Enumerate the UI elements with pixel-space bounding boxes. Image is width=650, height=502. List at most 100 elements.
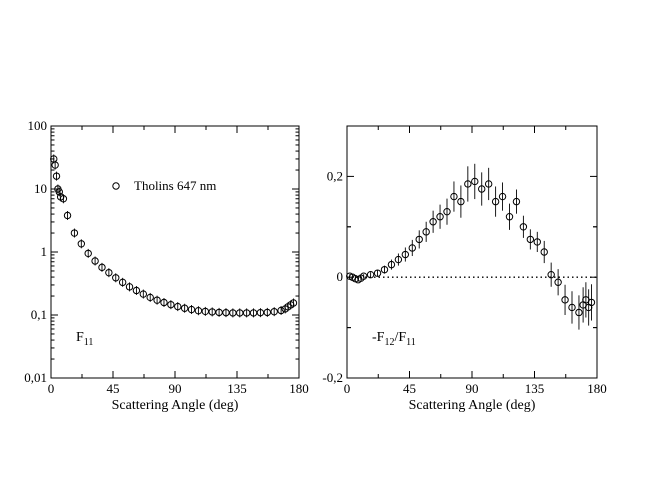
f12-f11-panel-label-sub1: 12 bbox=[384, 337, 394, 348]
f11-x-axis-label: Scattering Angle (deg) bbox=[112, 398, 239, 413]
f11-data-point bbox=[125, 283, 134, 291]
f11-data-point bbox=[160, 298, 168, 307]
f12-f11-data-point bbox=[478, 185, 486, 193]
f11-data-point bbox=[263, 308, 272, 317]
f12-f11-data-point bbox=[484, 180, 493, 188]
f11-data-point bbox=[146, 293, 154, 302]
f11-data-point bbox=[187, 305, 196, 314]
f11-data-point bbox=[289, 299, 298, 307]
f11-data-point bbox=[208, 308, 216, 316]
f12-f11-data-point bbox=[429, 218, 437, 226]
f12-f11-data-point bbox=[436, 213, 444, 221]
f11-data-point bbox=[51, 161, 59, 169]
f11-data-point bbox=[194, 307, 203, 315]
y-tick-label: 100 bbox=[28, 118, 48, 133]
legend-label: Tholins 647 nm bbox=[134, 178, 216, 193]
f11-data-point bbox=[167, 300, 175, 309]
f11-data-point bbox=[153, 296, 161, 304]
f11-data-point bbox=[84, 249, 92, 258]
f12-f11-data-point bbox=[471, 177, 479, 186]
f11-data-point bbox=[63, 211, 72, 220]
y-tick-label: 0,2 bbox=[327, 168, 343, 183]
x-tick-label: 0 bbox=[344, 381, 351, 396]
x-tick-label: 180 bbox=[587, 381, 607, 396]
f11-panel: 0 45 90 135 180 0,01 0,1 1 10 100 Scattering Angl… bbox=[24, 118, 309, 413]
f12-f11-panel-label: -F12/F11 bbox=[372, 330, 416, 348]
f11-data-point bbox=[70, 229, 79, 237]
f12-f11-data-point bbox=[568, 303, 576, 312]
f12-f11-data-point bbox=[387, 260, 396, 269]
y-tick-label: 0,1 bbox=[31, 307, 47, 322]
f11-data-point bbox=[59, 195, 68, 203]
f12-f11-data-point bbox=[415, 235, 423, 244]
f11-data-point bbox=[55, 188, 63, 196]
f11-data-point bbox=[105, 268, 113, 277]
f12-f11-data-points bbox=[346, 163, 596, 330]
f12-f11-data-point bbox=[519, 223, 528, 231]
f11-data-point bbox=[132, 286, 141, 295]
f12-f11-data-point bbox=[526, 235, 535, 244]
f11-panel-label: F11 bbox=[76, 330, 93, 348]
f12-f11-data-point bbox=[359, 272, 368, 280]
f12-f11-data-point bbox=[575, 308, 583, 317]
f12-f11-data-point bbox=[457, 197, 465, 206]
f11-data-point bbox=[270, 307, 278, 316]
f12-f11-data-point bbox=[373, 269, 382, 277]
f12-f11-data-point bbox=[491, 197, 500, 206]
f12-f11-data-point bbox=[561, 296, 569, 304]
f12-f11-data-point bbox=[533, 238, 541, 246]
x-tick-label: 90 bbox=[169, 381, 182, 396]
f11-data-points bbox=[50, 154, 298, 318]
y-tick-label: -0,2 bbox=[322, 370, 343, 385]
f12-f11-data-point bbox=[505, 213, 514, 221]
f11-panel-label-subscript: 11 bbox=[84, 337, 94, 348]
y-tick-label: 10 bbox=[34, 181, 47, 196]
f12-f11-data-point bbox=[498, 192, 507, 201]
f11-data-point bbox=[174, 302, 182, 311]
f11-data-point bbox=[277, 306, 285, 315]
x-tick-label: 135 bbox=[227, 381, 247, 396]
y-tick-label: 0,01 bbox=[24, 370, 47, 385]
f11-legend: Tholins 647 nm bbox=[112, 178, 216, 193]
f12-f11-ticks: 0 45 90 135 180-0,200,2 bbox=[322, 126, 607, 396]
f11-data-point bbox=[52, 172, 61, 180]
f11-data-point bbox=[91, 257, 99, 265]
f12-f11-data-point bbox=[512, 197, 521, 206]
f12-f11-panel-label-main: -F bbox=[372, 330, 385, 345]
f12-f11-data-point bbox=[587, 298, 596, 307]
x-tick-label: 45 bbox=[107, 381, 120, 396]
y-tick-label: 0 bbox=[337, 269, 344, 284]
f12-f11-data-point bbox=[366, 270, 375, 279]
x-tick-label: 135 bbox=[525, 381, 545, 396]
x-tick-label: 180 bbox=[289, 381, 309, 396]
f11-ticks: 0 45 90 135 180 0,01 0,1 1 10 100 bbox=[24, 118, 309, 396]
x-tick-label: 90 bbox=[466, 381, 479, 396]
f11-data-point bbox=[201, 307, 210, 316]
f12-f11-data-point bbox=[422, 228, 430, 236]
f12-f11-panel: 0 45 90 135 180-0,200,2 Scattering Angle (de… bbox=[322, 125, 607, 413]
f11-data-point bbox=[77, 240, 86, 248]
f11-data-point bbox=[98, 263, 106, 272]
x-tick-label: 45 bbox=[403, 381, 416, 396]
y-tick-label: 1 bbox=[41, 244, 48, 259]
f12-f11-data-point bbox=[547, 270, 555, 279]
f12-f11-data-point bbox=[408, 244, 416, 252]
f12-f11-data-point bbox=[380, 265, 389, 274]
f11-data-point bbox=[139, 290, 148, 298]
f12-f11-data-point bbox=[464, 180, 472, 188]
f12-f11-data-point bbox=[554, 278, 562, 286]
f11-data-point bbox=[180, 304, 189, 312]
f11-panel-label-main: F bbox=[76, 330, 84, 345]
f12-f11-data-point bbox=[394, 255, 403, 264]
f12-f11-data-point bbox=[443, 207, 451, 216]
f12-f11-panel-label-sub2: 11 bbox=[406, 337, 416, 348]
f12-f11-panel-label-mid: /F bbox=[394, 330, 406, 345]
f12-f11-x-axis-label: Scattering Angle (deg) bbox=[409, 398, 536, 413]
f12-f11-data-point bbox=[450, 192, 458, 201]
f11-data-point bbox=[112, 274, 120, 282]
f12-f11-data-point bbox=[401, 250, 410, 259]
legend-marker-open-circle bbox=[112, 182, 120, 190]
x-tick-label: 0 bbox=[48, 381, 55, 396]
f12-f11-data-point bbox=[540, 248, 548, 256]
